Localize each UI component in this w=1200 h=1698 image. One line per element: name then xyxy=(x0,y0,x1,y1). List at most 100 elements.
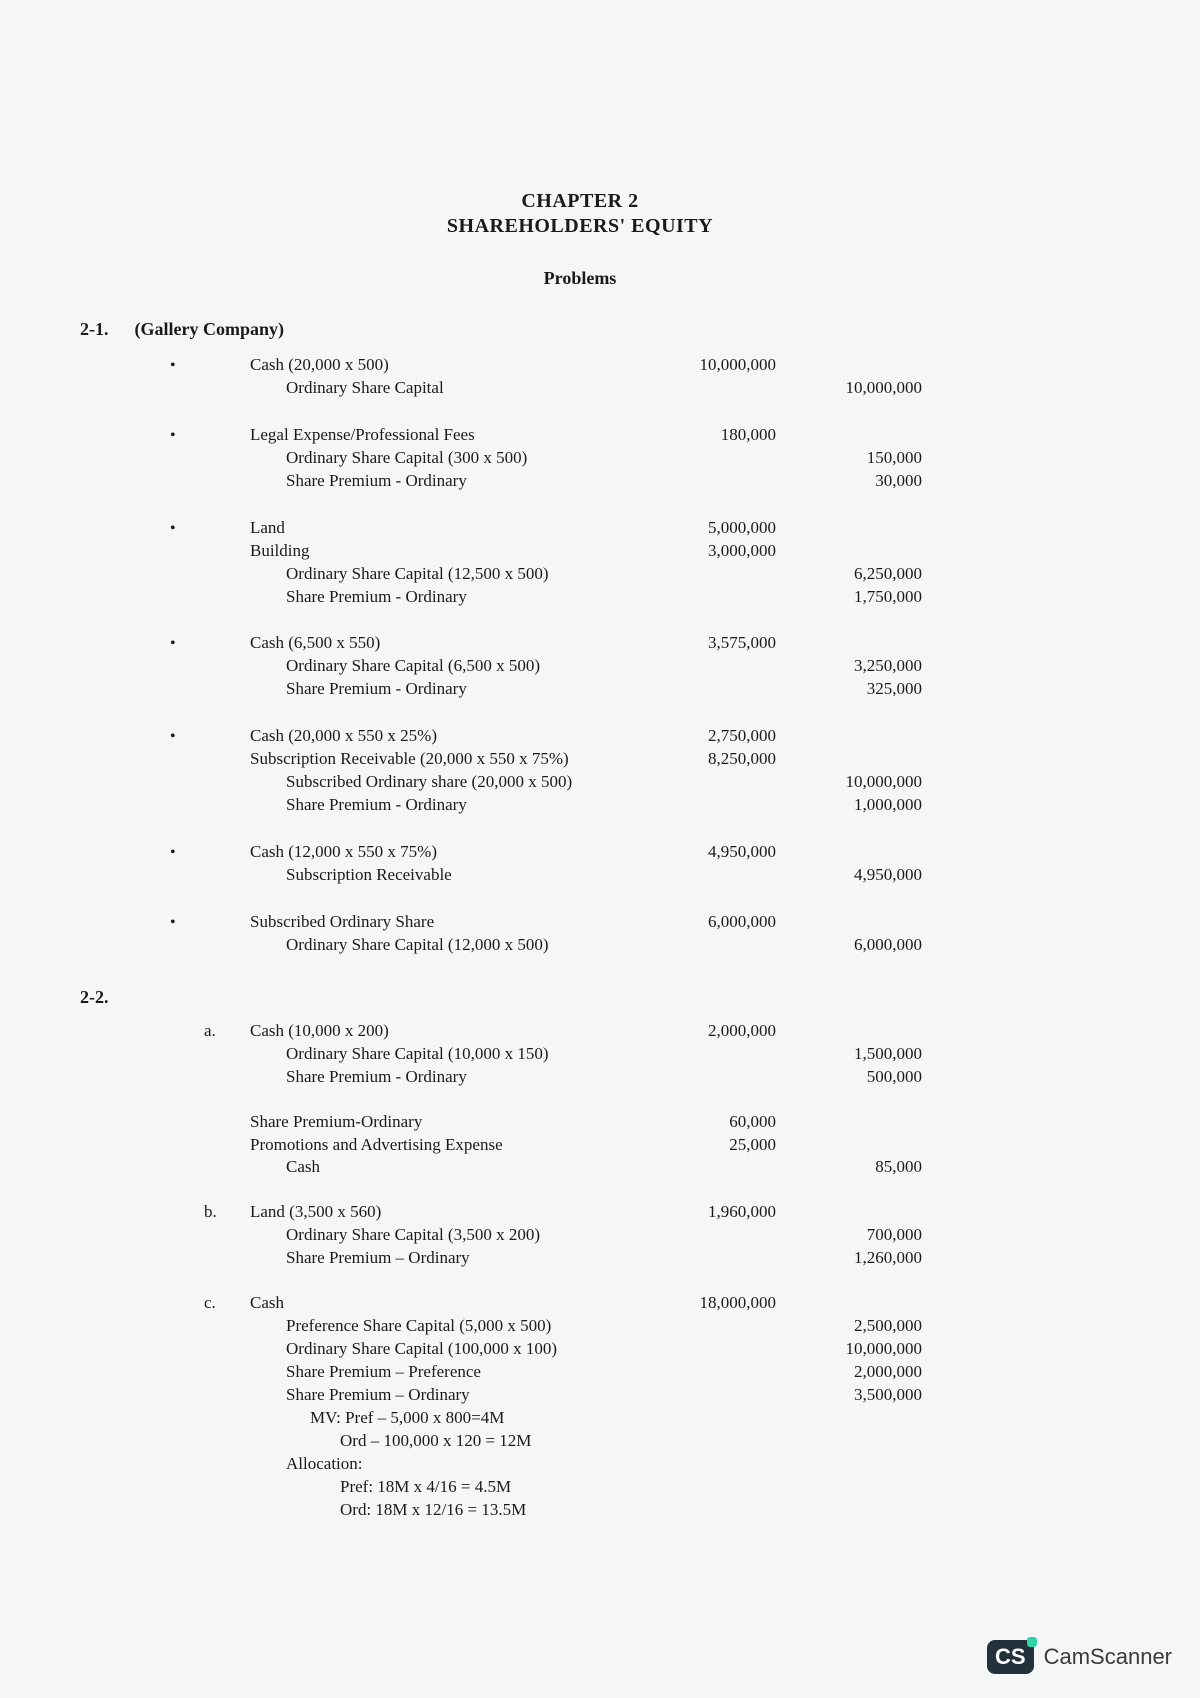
credit-amount: 10,000,000 xyxy=(782,377,922,400)
bullet-icon xyxy=(170,1304,198,1308)
entry-line: • Cash (20,000 x 500) 10,000,000 xyxy=(170,352,1080,377)
problem-number: 2-2. xyxy=(80,987,109,1008)
account-name: Ord – 100,000 x 120 = 12M xyxy=(250,1430,630,1453)
problem-header: 2-1.(Gallery Company) xyxy=(80,319,1080,340)
debit-amount: 1,960,000 xyxy=(636,1201,776,1224)
bullet-icon xyxy=(170,1373,198,1377)
account-name: MV: Pref – 5,000 x 800=4M xyxy=(250,1407,630,1430)
credit-amount: 325,000 xyxy=(782,678,922,701)
bullet-icon xyxy=(170,1350,198,1354)
account-name: Preference Share Capital (5,000 x 500) xyxy=(250,1315,630,1338)
debit-amount: 8,250,000 xyxy=(636,748,776,771)
entry-line: Share Premium – Ordinary3,500,000 xyxy=(170,1384,1080,1407)
bullet-icon xyxy=(170,1055,198,1059)
bullet-icon xyxy=(170,389,198,393)
bullet-icon xyxy=(170,1488,198,1492)
debit-amount: 2,000,000 xyxy=(636,1020,776,1043)
entry-line: Subscription Receivable (20,000 x 550 x … xyxy=(170,748,1080,771)
bullet-icon xyxy=(170,1259,198,1263)
bullet-icon xyxy=(170,1123,198,1127)
bullet-icon xyxy=(170,1146,198,1150)
debit-amount: 18,000,000 xyxy=(636,1292,776,1315)
bullet-icon xyxy=(170,667,198,671)
account-name: Cash xyxy=(250,1292,630,1315)
entry-line: Share Premium - Ordinary1,000,000 xyxy=(170,794,1080,817)
entry-line: •Cash (20,000 x 550 x 25%)2,750,000 xyxy=(170,723,1080,748)
problems-container: 2-1.(Gallery Company) • Cash (20,000 x 500… xyxy=(80,319,1080,1522)
bullet-icon xyxy=(170,1078,198,1082)
credit-amount: 500,000 xyxy=(782,1066,922,1089)
entry-line: Ord: 18M x 12/16 = 13.5M xyxy=(170,1499,1080,1522)
bullet-icon xyxy=(170,783,198,787)
bullet-icon xyxy=(170,1442,198,1446)
account-name: Share Premium – Ordinary xyxy=(250,1384,630,1407)
journal-entry: •Cash (6,500 x 550)3,575,000Ordinary Sha… xyxy=(170,630,1080,701)
credit-amount: 3,250,000 xyxy=(782,655,922,678)
entry-line: Ordinary Share Capital (6,500 x 500) 3,25… xyxy=(170,655,1080,678)
credit-amount: 10,000,000 xyxy=(782,1338,922,1361)
account-name: Share Premium - Ordinary xyxy=(250,586,630,609)
entry-line: Share Premium - Ordinary30,000 xyxy=(170,470,1080,493)
entry-line: Ordinary Share Capital (100,000 x 100)10… xyxy=(170,1338,1080,1361)
account-name: Cash (20,000 x 500) xyxy=(250,354,630,377)
account-name: Promotions and Advertising Expense xyxy=(250,1134,630,1157)
account-name: Subscribed Ordinary Share xyxy=(250,911,630,934)
sub-label: b. xyxy=(204,1201,244,1224)
debit-amount: 5,000,000 xyxy=(636,517,776,540)
account-name: Land (3,500 x 560) xyxy=(250,1201,630,1224)
debit-amount: 10,000,000 xyxy=(636,354,776,377)
debit-amount: 2,750,000 xyxy=(636,725,776,748)
bullet-icon xyxy=(170,552,198,556)
entry-line: c.Cash18,000,000 xyxy=(170,1292,1080,1315)
credit-amount: 10,000,000 xyxy=(782,771,922,794)
section-label: Problems xyxy=(80,268,1080,289)
account-name: Ordinary Share Capital xyxy=(250,377,630,400)
account-name: Ordinary Share Capital (10,000 x 150) xyxy=(250,1043,630,1066)
entry-line: Share Premium - Ordinary500,000 xyxy=(170,1066,1080,1089)
credit-amount: 1,000,000 xyxy=(782,794,922,817)
bullet-icon: • xyxy=(170,630,198,653)
entry-line: Pref: 18M x 4/16 = 4.5M xyxy=(170,1476,1080,1499)
entry-line: •Cash (12,000 x 550 x 75%)4,950,000 xyxy=(170,839,1080,864)
bullet-icon xyxy=(170,1419,198,1423)
chapter-number: CHAPTER 2 xyxy=(80,190,1080,213)
bullet-icon: • xyxy=(170,352,198,375)
problem-header: 2-2. xyxy=(80,987,1080,1008)
credit-amount: 1,750,000 xyxy=(782,586,922,609)
debit-amount: 3,575,000 xyxy=(636,632,776,655)
entry-line: Ordinary Share Capital (300 x 500)150,00… xyxy=(170,447,1080,470)
account-name: Ordinary Share Capital (3,500 x 200) xyxy=(250,1224,630,1247)
account-name: Subscribed Ordinary share (20,000 x 500) xyxy=(250,771,630,794)
account-name: Legal Expense/Professional Fees xyxy=(250,424,630,447)
camscanner-text: CamScanner xyxy=(1044,1644,1172,1670)
credit-amount: 6,250,000 xyxy=(782,563,922,586)
bullet-icon xyxy=(170,806,198,810)
entry-line: Ordinary Share Capital (3,500 x 200)700,… xyxy=(170,1224,1080,1247)
credit-amount: 1,500,000 xyxy=(782,1043,922,1066)
journal-entry: b.Land (3,500 x 560)1,960,000Ordinary Sh… xyxy=(170,1201,1080,1270)
entry-line: Promotions and Advertising Expense25,000 xyxy=(170,1134,1080,1157)
entry-line: Cash85,000 xyxy=(170,1156,1080,1179)
bullet-icon: • xyxy=(170,909,198,932)
entry-line: •Legal Expense/Professional Fees180,000 xyxy=(170,422,1080,447)
bullet-icon xyxy=(170,1396,198,1400)
entry-line: Share Premium – Preference2,000,000 xyxy=(170,1361,1080,1384)
entry-line: Ordinary Share Capital (10,000 x 150) 1,5… xyxy=(170,1043,1080,1066)
account-name: Share Premium-Ordinary xyxy=(250,1111,630,1134)
bullet-icon xyxy=(170,1236,198,1240)
camscanner-watermark: CS CamScanner xyxy=(987,1640,1172,1674)
account-name: Pref: 18M x 4/16 = 4.5M xyxy=(250,1476,630,1499)
debit-amount: 3,000,000 xyxy=(636,540,776,563)
bullet-icon xyxy=(170,1511,198,1515)
entry-line: Share Premium - Ordinary325,000 xyxy=(170,678,1080,701)
bullet-icon xyxy=(170,482,198,486)
bullet-icon xyxy=(170,1213,198,1217)
journal-entry: •Cash (20,000 x 550 x 25%)2,750,000Subsc… xyxy=(170,723,1080,817)
bullet-icon: • xyxy=(170,723,198,746)
entry-line: MV: Pref – 5,000 x 800=4M xyxy=(170,1407,1080,1430)
account-name: Ordinary Share Capital (6,500 x 500) xyxy=(250,655,630,678)
bullet-icon xyxy=(170,1168,198,1172)
problem: 2-1.(Gallery Company) • Cash (20,000 x 500… xyxy=(80,319,1080,957)
journal-entry: •Legal Expense/Professional Fees180,000O… xyxy=(170,422,1080,493)
camscanner-badge-icon: CS xyxy=(987,1640,1034,1674)
